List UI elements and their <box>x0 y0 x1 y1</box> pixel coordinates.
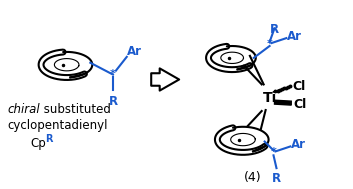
Text: Cl: Cl <box>293 98 306 111</box>
Text: Cl: Cl <box>292 80 305 93</box>
Text: Ar: Ar <box>291 138 306 151</box>
Text: *: * <box>271 147 276 157</box>
Text: (4): (4) <box>244 171 262 184</box>
Text: Cp: Cp <box>30 137 46 150</box>
Polygon shape <box>209 46 256 70</box>
Polygon shape <box>41 52 92 77</box>
FancyArrowPatch shape <box>151 68 179 91</box>
Text: chiral: chiral <box>7 103 40 115</box>
Text: R: R <box>45 134 53 144</box>
Text: Ar: Ar <box>287 30 302 43</box>
Text: cyclopentadienyl: cyclopentadienyl <box>7 119 108 132</box>
Text: Ar: Ar <box>127 45 142 58</box>
Polygon shape <box>221 52 244 64</box>
Text: Ti: Ti <box>263 91 277 105</box>
Polygon shape <box>217 127 269 152</box>
Polygon shape <box>231 133 255 146</box>
Polygon shape <box>54 59 79 71</box>
Text: substituted: substituted <box>40 103 111 115</box>
Polygon shape <box>275 100 291 105</box>
Text: *: * <box>110 69 116 79</box>
Text: R: R <box>272 172 281 185</box>
Text: R: R <box>270 23 279 36</box>
Text: R: R <box>108 95 118 108</box>
Text: *: * <box>267 39 273 49</box>
